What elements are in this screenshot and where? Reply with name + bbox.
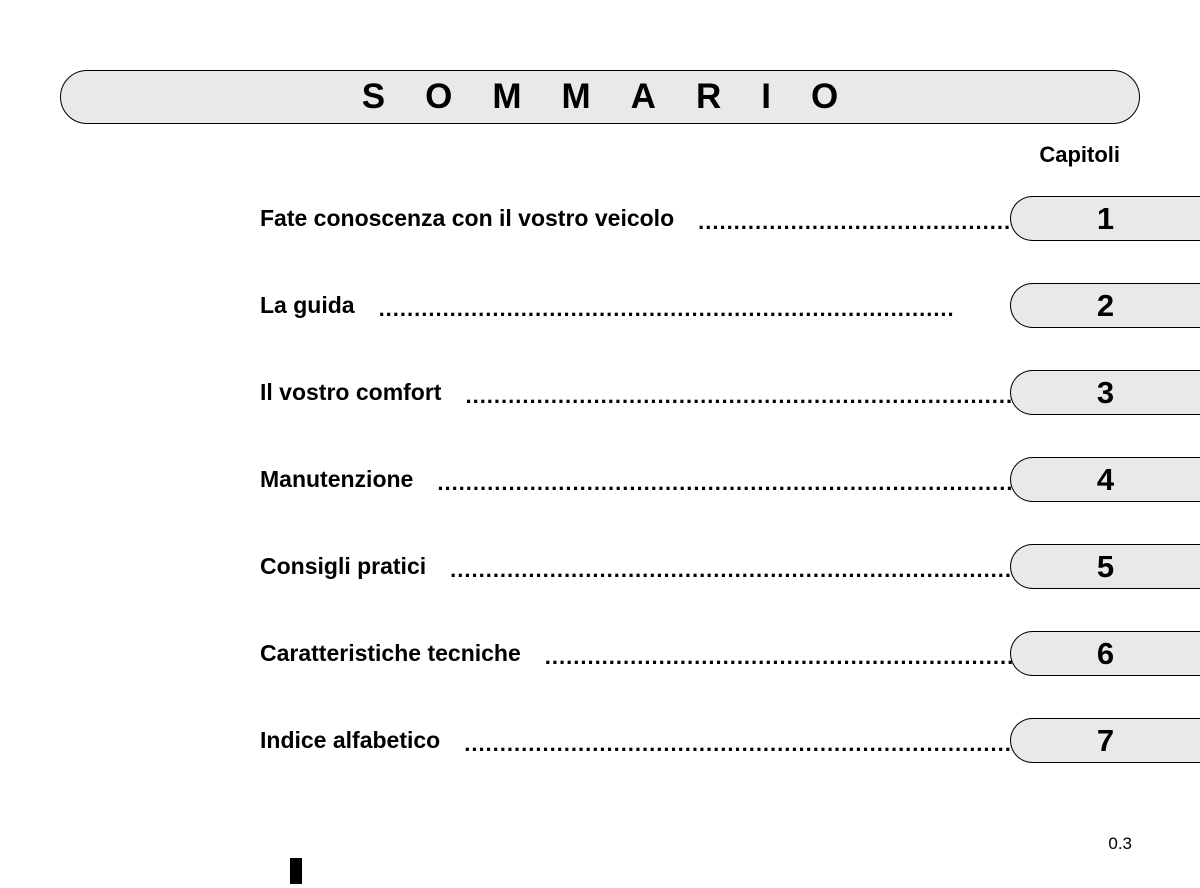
toc-row: Consigli pratici .......................… — [260, 544, 1140, 589]
toc-leader-dots: ........................................… — [545, 638, 1050, 670]
summary-header-box: SOMMARIO — [60, 70, 1140, 124]
chapter-number: 5 — [1097, 549, 1114, 585]
chapter-tab: 3 — [1010, 370, 1200, 415]
toc-row: Indice alfabetico ......................… — [260, 718, 1140, 763]
toc-item-label: Indice alfabetico — [260, 727, 464, 754]
chapter-tab: 4 — [1010, 457, 1200, 502]
toc-leader-dots: ........................................… — [465, 377, 1050, 409]
summary-title: SOMMARIO — [322, 77, 878, 117]
toc-row: Fate conoscenza con il vostro veicolo ..… — [260, 196, 1140, 241]
toc-item-label: Caratteristiche tecniche — [260, 640, 545, 667]
toc-item-label: La guida — [260, 292, 379, 319]
toc-row: La guida ...............................… — [260, 283, 1140, 328]
toc-item-label: Il vostro comfort — [260, 379, 465, 406]
toc-row: Il vostro comfort ......................… — [260, 370, 1140, 415]
page: SOMMARIO Capitoli Fate conoscenza con il… — [0, 0, 1200, 888]
chapter-tab: 5 — [1010, 544, 1200, 589]
table-of-contents: Fate conoscenza con il vostro veicolo ..… — [60, 196, 1140, 763]
chapters-heading: Capitoli — [1039, 142, 1120, 167]
chapter-tab: 1 — [1010, 196, 1200, 241]
toc-leader-dots: ........................................… — [464, 725, 1050, 757]
chapters-heading-row: Capitoli — [60, 142, 1140, 168]
chapter-number: 6 — [1097, 636, 1114, 672]
chapter-number: 2 — [1097, 288, 1114, 324]
chapter-tab: 2 — [1010, 283, 1200, 328]
chapter-number: 4 — [1097, 462, 1114, 498]
toc-item-label: Fate conoscenza con il vostro veicolo — [260, 205, 698, 232]
toc-leader-dots: ........................................… — [379, 290, 1050, 322]
toc-row: Manutenzione ...........................… — [260, 457, 1140, 502]
page-number: 0.3 — [1108, 834, 1132, 854]
toc-leader-dots: ........................................… — [450, 551, 1050, 583]
toc-row: Caratteristiche tecniche ...............… — [260, 631, 1140, 676]
toc-leader-dots: ........................................… — [437, 464, 1050, 496]
toc-leader-dots: ........................................… — [698, 203, 1050, 235]
toc-item-label: Manutenzione — [260, 466, 437, 493]
chapter-tab: 7 — [1010, 718, 1200, 763]
bottom-mark — [290, 858, 302, 884]
chapter-number: 1 — [1097, 201, 1114, 237]
chapter-number: 3 — [1097, 375, 1114, 411]
chapter-number: 7 — [1097, 723, 1114, 759]
chapter-tab: 6 — [1010, 631, 1200, 676]
toc-item-label: Consigli pratici — [260, 553, 450, 580]
